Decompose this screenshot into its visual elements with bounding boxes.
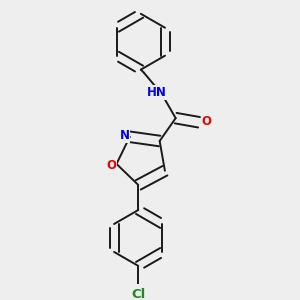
- Text: O: O: [201, 115, 211, 128]
- Text: N: N: [119, 129, 130, 142]
- Text: Cl: Cl: [131, 287, 146, 300]
- Text: HN: HN: [147, 86, 167, 99]
- Text: O: O: [106, 159, 116, 172]
